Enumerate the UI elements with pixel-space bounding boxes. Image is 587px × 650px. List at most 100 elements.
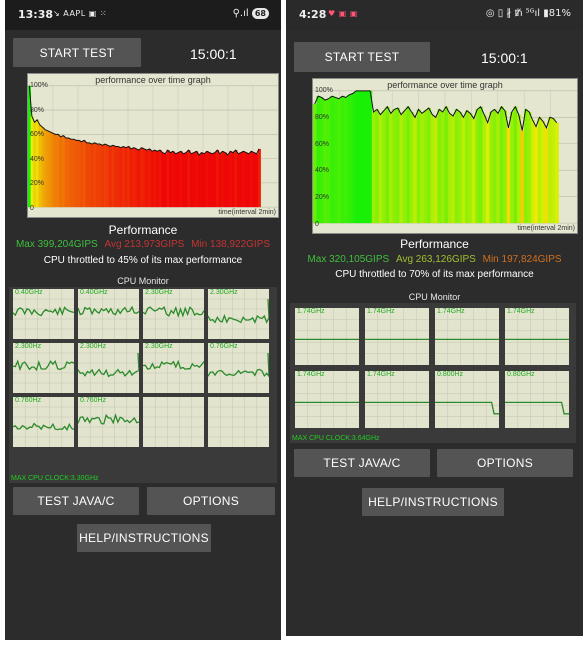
test-java-c-button[interactable]: TEST JAVA/C [13,487,139,515]
performance-bar [54,134,58,208]
cpu-core-frequency: 1.74GHz [297,371,325,378]
performance-bar [223,152,227,208]
cpu-core-graph [208,397,269,447]
battery-indicator: ▮81% [543,8,571,19]
status-bar: 4:28 ♥ ▣ ▣ ◎ ▯ ∦ ᵺ ⁵ᴳıl ▮81% [286,0,583,30]
max-cpu-clock: MAX CPU CLOCK:3.64GHz [292,435,380,442]
cpu-core-graph [208,343,269,393]
core-frequency-line [208,298,269,325]
test-timer: 15:00:1 [481,50,528,66]
performance-bar [257,148,261,208]
performance-bar [221,151,225,208]
cpu-core-tile: 0.760Hz [78,397,139,447]
cpu-core-frequency: 1.74GHz [437,308,465,315]
cpu-core-tile [143,397,204,447]
performance-bar [389,113,393,224]
performance-bar [252,152,256,208]
performance-bar [478,106,483,224]
system-icons: ◎ ▯ ∦ ᵺ ⁵ᴳıl ▮81% [486,8,571,19]
cpu-core-graph [365,308,429,365]
performance-bar [485,122,490,224]
core-frequency-line [78,352,139,378]
cpu-core-tile: 2.30GHz [208,289,269,339]
performance-bar [156,151,160,208]
cpu-core-graph [435,308,499,365]
performance-bar [142,148,146,208]
performance-bar [93,142,97,208]
performance-bar [239,152,243,208]
performance-bar [210,153,214,208]
core-frequency-line [143,305,204,319]
performance-bar [548,117,553,224]
start-test-button[interactable]: START TEST [294,42,430,72]
performance-bar [482,114,487,224]
performance-bar [184,152,188,208]
performance-title: Performance [108,223,178,237]
performance-bar [316,96,321,224]
performance-bar [406,106,411,224]
cpu-core-graph [13,289,74,339]
cpu-core-graph [143,397,204,447]
avg-gips: Avg 213,973GIPS [104,239,185,250]
cpu-core-graph [505,371,569,428]
performance-bar [208,152,212,208]
performance-bar [137,150,141,208]
test-java-c-button[interactable]: TEST JAVA/C [294,449,430,477]
performance-bar [75,140,79,208]
core-frequency-line [505,401,569,415]
help-instructions-button[interactable]: HELP/INSTRUCTIONS [362,488,504,516]
performance-bar [61,135,65,208]
options-button[interactable]: OPTIONS [147,487,275,515]
cpu-core-frequency: 2.30GHz [210,289,238,296]
performance-bar [420,113,425,224]
core-frequency-line [143,359,204,370]
performance-bar [119,147,123,208]
performance-plot [28,85,278,208]
performance-bar [106,145,110,208]
performance-bar [530,119,535,224]
performance-bar [38,124,42,208]
performance-bar [67,137,71,208]
performance-bar [88,142,92,208]
performance-bar [153,150,157,208]
performance-bar [465,110,470,224]
performance-bar [454,109,459,224]
performance-bar [101,145,105,208]
performance-bar [544,127,549,224]
cpu-core-frequency: 0.80GHz [507,371,535,378]
y-tick-label: 40% [315,167,330,175]
performance-bar [447,113,452,224]
performance-bar [103,144,107,208]
performance-bar [527,112,532,224]
performance-bar [375,109,380,224]
performance-bar [361,90,366,224]
performance-bar [43,129,47,208]
help-instructions-button[interactable]: HELP/INSTRUCTIONS [77,524,211,552]
cpu-core-graph [143,289,204,339]
core-frequency-line [13,306,74,317]
cpu-core-frequency: 0.40GHz [80,289,108,296]
performance-bar [340,96,345,224]
performance-bar [523,109,528,224]
performance-bar [150,151,154,208]
start-test-button[interactable]: START TEST [13,38,141,67]
cpu-core-graph [435,371,499,428]
cpu-core-tile: 2.300Hz [78,343,139,393]
performance-bar [440,112,445,224]
performance-bar [354,90,359,224]
performance-bar [416,109,421,224]
core-frequency-line [208,352,269,378]
cpu-core-tile: 1.74GHz [505,308,569,365]
y-tick-label: 0 [30,205,34,212]
cpu-core-frequency: 0.760Hz [15,397,42,404]
performance-bar [333,97,338,224]
system-icons: ⚲.ıl 68 [233,8,269,19]
performance-line [28,85,260,156]
cpu-core-tile: 0.76GHz [208,343,269,393]
cpu-core-frequency: 0.76GHz [210,343,238,350]
cpu-core-graph [208,289,269,339]
performance-bar [200,152,204,208]
options-button[interactable]: OPTIONS [437,449,573,477]
performance-bar [28,85,32,208]
notification-icons: ♥ ▣ ▣ [328,9,358,18]
